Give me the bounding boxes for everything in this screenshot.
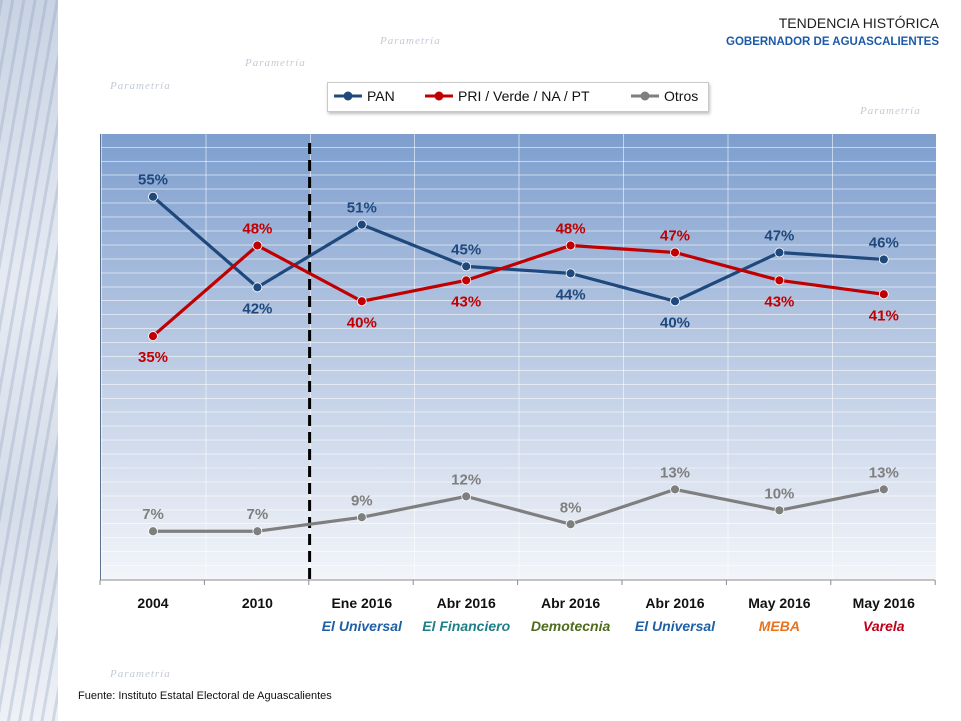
data-label: 47% xyxy=(764,227,794,244)
data-point xyxy=(148,526,158,537)
data-label: 7% xyxy=(142,506,164,523)
data-point xyxy=(461,261,472,272)
data-label: 43% xyxy=(451,293,481,310)
data-point xyxy=(252,240,263,251)
data-label: 13% xyxy=(660,464,690,481)
data-point xyxy=(461,491,472,502)
data-point xyxy=(148,331,158,341)
header-title: TENDENCIA HISTÓRICA xyxy=(778,15,939,31)
pollster-label: El Universal xyxy=(322,618,403,634)
series-line-2 xyxy=(153,487,885,533)
data-label: 10% xyxy=(764,485,794,502)
data-point xyxy=(670,247,680,258)
data-point xyxy=(148,191,158,202)
data-label: 7% xyxy=(247,506,269,523)
data-label: 43% xyxy=(764,293,794,310)
data-point xyxy=(878,289,889,300)
data-point xyxy=(565,268,576,279)
pollster-label: El Universal xyxy=(635,618,716,634)
data-label: 42% xyxy=(242,300,272,317)
x-tick-label: Abr 2016 xyxy=(437,595,496,611)
legend-swatch-marker xyxy=(343,91,353,101)
pollster-label: El Financiero xyxy=(422,618,510,634)
series-line-1 xyxy=(151,243,885,338)
data-label: 13% xyxy=(869,464,899,481)
data-label: 40% xyxy=(660,314,690,331)
data-point xyxy=(670,484,680,495)
data-point xyxy=(774,505,785,516)
watermark-text: Parametría xyxy=(860,105,921,117)
x-tick-label: 2010 xyxy=(242,595,273,611)
x-tick-label: Ene 2016 xyxy=(331,595,392,611)
data-point xyxy=(774,247,785,258)
data-point xyxy=(565,240,576,251)
legend-entry: PAN xyxy=(367,88,395,104)
data-point xyxy=(356,219,367,230)
data-point xyxy=(252,282,263,293)
data-point xyxy=(252,526,263,537)
x-tick-label: May 2016 xyxy=(748,595,810,611)
data-point xyxy=(878,484,889,495)
data-point xyxy=(565,519,576,530)
data-label: 55% xyxy=(138,172,168,189)
pollster-label: Varela xyxy=(863,618,905,634)
data-label: 12% xyxy=(451,471,481,488)
x-tick-label: May 2016 xyxy=(853,595,915,611)
watermark-text: Parametría xyxy=(380,35,441,47)
legend-entry: PRI / Verde / NA / PT xyxy=(458,88,590,104)
data-label: 40% xyxy=(347,314,377,331)
header-subtitle: GOBERNADOR DE AGUASCALIENTES xyxy=(726,36,939,48)
series-line-0 xyxy=(151,195,884,303)
decorative-side-strip xyxy=(0,0,58,721)
source-note: Fuente: Instituto Estatal Electoral de A… xyxy=(78,690,332,702)
data-label: 51% xyxy=(347,200,377,217)
watermark-text: Parametría xyxy=(110,668,171,680)
data-point xyxy=(670,296,680,307)
data-label: 35% xyxy=(138,349,168,366)
pollster-label: Demotecnia xyxy=(531,618,611,634)
data-point xyxy=(461,275,472,286)
x-tick-label: Abr 2016 xyxy=(541,595,600,611)
data-label: 48% xyxy=(556,221,586,238)
data-point xyxy=(356,512,367,523)
watermark-text: Parametría xyxy=(245,57,306,69)
data-label: 45% xyxy=(451,241,481,258)
data-point xyxy=(774,275,785,286)
data-label: 41% xyxy=(869,307,899,324)
data-point xyxy=(356,296,367,307)
data-label: 48% xyxy=(242,221,272,238)
data-label: 8% xyxy=(560,499,582,516)
pollster-label: MEBA xyxy=(759,618,800,634)
data-label: 47% xyxy=(660,227,690,244)
data-point xyxy=(878,254,889,265)
watermark-text: Parametría xyxy=(110,80,171,92)
legend-swatch-marker xyxy=(434,91,444,101)
data-label: 46% xyxy=(869,234,899,251)
data-label: 9% xyxy=(351,492,373,509)
x-tick-label: 2004 xyxy=(137,595,168,611)
data-label: 44% xyxy=(556,286,586,303)
legend-entry: Otros xyxy=(664,88,698,104)
x-tick-label: Abr 2016 xyxy=(645,595,704,611)
legend-swatch-marker xyxy=(640,91,650,101)
